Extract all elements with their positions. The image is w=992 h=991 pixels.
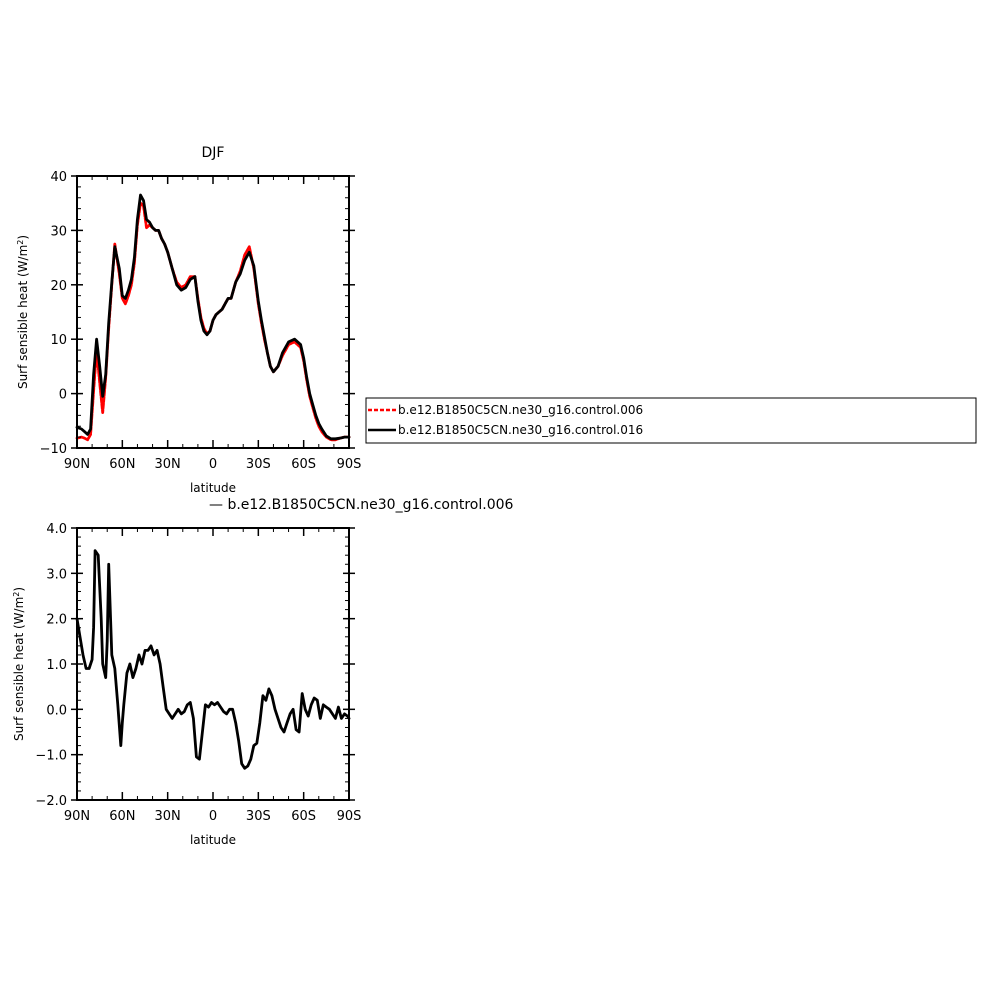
bottom-series-line-1 [75,549,351,770]
legend-box [365,397,977,444]
top-y-tick-label: 30 [50,224,67,239]
top-x-tick-label: 90S [337,457,362,472]
bottom-axes-group: 90N 60N 30N 0 30S 60S 90S −2.0 −1.0 0.0 1.0 2.0 3.0 4… [35,522,361,824]
top-x-tick-label: 30N [155,457,181,472]
bottom-y-tick-label: −1.0 [35,749,67,764]
bottom-x-axis-title: latitude [190,833,236,847]
bottom-y-axis-title-tail: ) [12,587,26,592]
bottom-y-tick-label: 1.0 [46,658,67,673]
top-x-tick-label: 90N [64,457,90,472]
top-x-tick-label: 60N [109,457,135,472]
top-series-group [75,193,351,442]
bottom-x-tick-label: 30S [246,809,271,824]
legend-label-series-2: b.e12.B1850C5CN.ne30_g16.control.016 [398,423,643,437]
bottom-panel: — b.e12.B1850C5CN.ne30_g16.control.006 9… [12,497,514,847]
top-y-tick-label: −10 [40,442,67,457]
top-series-line-2 [75,193,351,441]
top-x-tick-label: 60S [291,457,316,472]
bottom-series-group [75,549,351,770]
bottom-x-tick-label: 90S [337,809,362,824]
top-y-tick-label: 40 [50,170,67,185]
bottom-x-tick-label: 60S [291,809,316,824]
top-x-tick-label: 0 [209,457,217,472]
top-y-tick-label: 0 [59,388,67,403]
top-y-axis-title-sup: 2 [16,240,25,245]
top-y-axis-title: Surf sensible heat (W/m2) [16,235,31,389]
bottom-y-tick-label: 4.0 [46,522,67,537]
bottom-y-axis-title-sup: 2 [12,592,21,597]
bottom-y-axis-title: Surf sensible heat (W/m2) [12,587,27,741]
top-y-axis-title-main: Surf sensible heat (W/m [16,245,30,389]
bottom-x-tick-label: 60N [109,809,135,824]
top-x-axis-title: latitude [190,481,236,495]
bottom-y-tick-label: 3.0 [46,567,67,582]
bottom-y-tick-label: −2.0 [35,794,67,809]
bottom-subtitle: — b.e12.B1850C5CN.ne30_g16.control.006 [209,497,514,513]
legend-label-series-1: b.e12.B1850C5CN.ne30_g16.control.006 [398,403,643,417]
top-panel: DJF 90N 60N 30N 0 30S 60S 90S −10 0 10 20 30 40 lati… [16,145,362,495]
bottom-x-tick-label: 0 [209,809,217,824]
bottom-x-tick-label: 30N [155,809,181,824]
bottom-y-tick-label: 2.0 [46,613,67,628]
bottom-y-tick-label: 0.0 [46,703,67,718]
bottom-y-axis-title-main: Surf sensible heat (W/m [12,597,26,741]
legend: b.e12.B1850C5CN.ne30_g16.control.006 b.e… [365,397,977,444]
top-y-tick-label: 10 [50,333,67,348]
top-y-tick-label: 20 [50,279,67,294]
top-axes-group: 90N 60N 30N 0 30S 60S 90S −10 0 10 20 30 40 [40,170,362,472]
bottom-x-tick-label: 90N [64,809,90,824]
top-x-tick-label: 30S [246,457,271,472]
top-plot-title: DJF [202,145,225,161]
top-y-axis-title-tail: ) [16,235,30,240]
